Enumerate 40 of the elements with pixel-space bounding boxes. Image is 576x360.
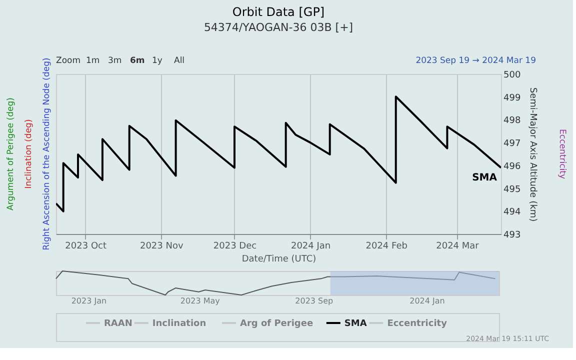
y2-tick-label: 493: [504, 230, 521, 240]
text: Argument of Perigee (deg): [6, 98, 16, 210]
text: SMA: [472, 172, 497, 184]
x-tick-label: 2024 Jan: [410, 296, 445, 306]
y-axis-title: Right Ascension of the Ascending Node (deg): [42, 58, 52, 250]
text: Zoom: [56, 56, 81, 66]
text: 6m: [130, 56, 145, 66]
text: Eccentricity: [557, 129, 567, 179]
legend-label: Arg of Perigee: [240, 319, 314, 329]
x-axis-title: Date/Time (UTC): [242, 254, 316, 264]
legend-label: SMA: [344, 319, 367, 329]
text: 2023 Sep 19 → 2024 Mar 19: [416, 56, 536, 66]
y2-tick-label: 499: [504, 93, 521, 104]
chart-subtitle: 54374/YAOGAN-36 03B [+]: [204, 21, 354, 34]
x-tick-label: 2023 Jan: [71, 296, 107, 306]
legend-label: RAAN: [104, 319, 132, 329]
x-tick-label: 2023 Oct: [65, 242, 107, 252]
x-tick-label: 2023 Nov: [140, 242, 184, 252]
y2-tick-label: 494: [504, 208, 521, 218]
line-series: [56, 96, 501, 212]
x-tick-label: 2023 Sep: [295, 296, 334, 306]
x-tick-label: 2024 Jan: [290, 242, 331, 252]
y2-tick-label: 500: [504, 70, 521, 80]
y2-tick-label: 498: [504, 116, 521, 126]
chart-title: Orbit Data [GP]: [232, 5, 325, 19]
x-tick-label: 2024 Mar: [436, 242, 480, 252]
x-tick-label: 2023 May: [180, 296, 220, 306]
text: All: [174, 56, 185, 66]
y2-tick-label: 495: [504, 184, 521, 195]
x-tick-label: 2024 Feb: [366, 242, 408, 252]
legend-label: Eccentricity: [387, 319, 448, 329]
x-tick-label: 2023 Dec: [213, 242, 257, 252]
legend-label: Inclination: [152, 319, 206, 329]
y2-axis-title: Semi-Major Axis Altitude (km): [528, 87, 538, 222]
y2-tick-label: 496: [504, 162, 521, 172]
y2-tick-label: 497: [504, 139, 521, 150]
text: Inclination (deg): [24, 119, 34, 189]
text: 1y: [152, 56, 162, 66]
text: 1m: [86, 56, 100, 66]
text: 3m: [108, 56, 122, 66]
